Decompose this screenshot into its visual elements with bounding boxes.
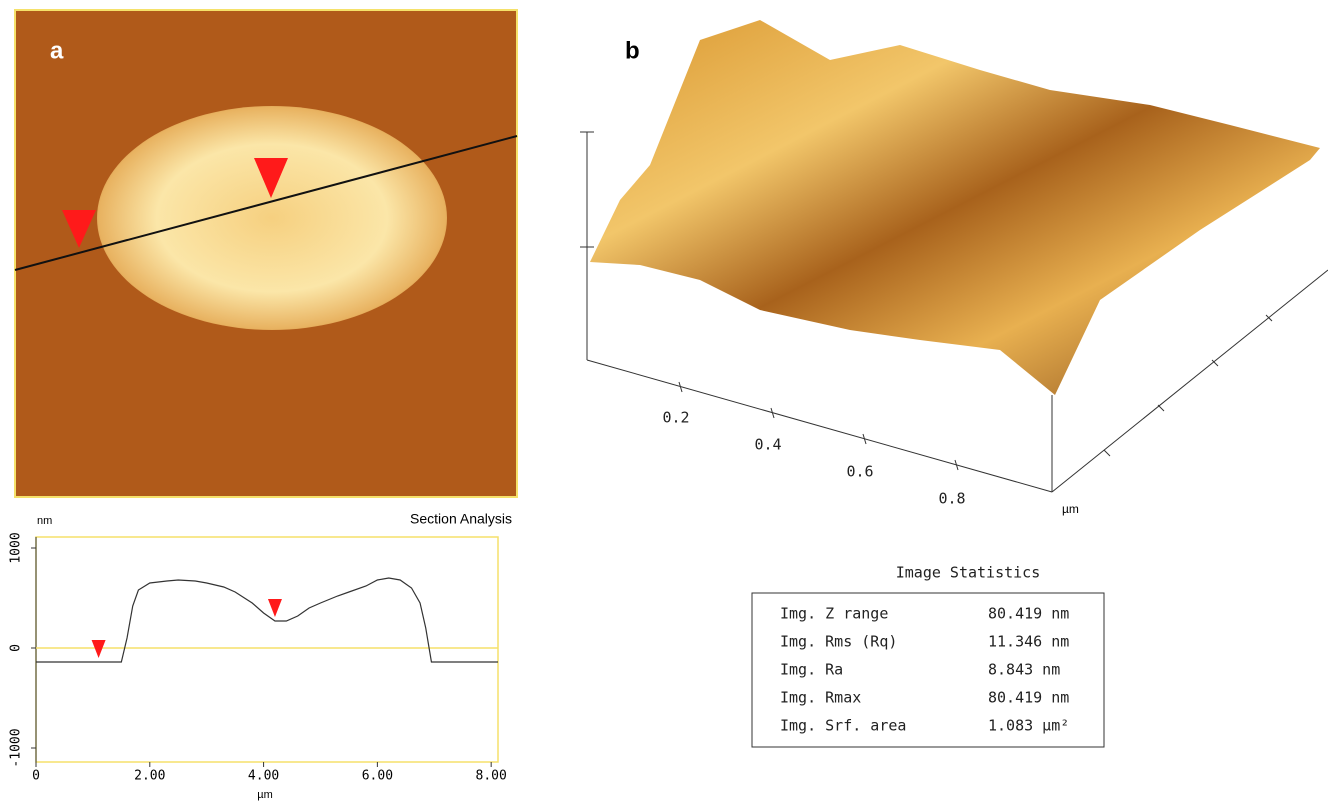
profile: 0 2.00 4.00 6.00 8.00 1000 0 -1000 xyxy=(9,532,507,783)
cursor xyxy=(91,640,106,658)
stats-box xyxy=(751,592,1105,748)
panel-label: a xyxy=(50,37,64,64)
y-tick-label: 1000 xyxy=(9,532,24,563)
axis-tick-label: 0.4 xyxy=(754,436,781,454)
x-tick-label: 4.00 xyxy=(248,769,279,784)
stat-label: Img. Srf. area xyxy=(780,717,906,735)
stat-value: 80.419 nm xyxy=(988,605,1069,623)
stat-label: Img. Rmax xyxy=(780,689,861,707)
x-tick-label: 2.00 xyxy=(134,769,165,784)
profile-line xyxy=(36,577,498,663)
x-tick-label: 6.00 xyxy=(362,769,393,784)
stats-title: Image Statistics xyxy=(896,564,1041,582)
axis-tick-label: 0.8 xyxy=(938,490,965,508)
y-unit: nm xyxy=(37,515,52,527)
stat-label: Img. Z range xyxy=(780,605,888,623)
axes-3d xyxy=(580,131,1328,493)
stat-value: 11.346 nm xyxy=(988,633,1069,651)
stat-value: 1.083 µm² xyxy=(988,717,1069,735)
cursor xyxy=(267,599,282,617)
x-axis-label: µm xyxy=(257,789,273,801)
stats-rows: Img. Z range 80.419 nm Img. Rms (Rq) 11.346… xyxy=(780,605,1069,735)
x-tick-label: 8.00 xyxy=(476,769,507,784)
plot-frame xyxy=(35,536,499,763)
x-tick-label: 0 xyxy=(32,769,40,784)
panel-label: b xyxy=(625,37,640,64)
cursor xyxy=(254,158,288,198)
section-line xyxy=(14,135,518,271)
stat-label: Img. Rms (Rq) xyxy=(780,633,897,651)
cursor xyxy=(62,210,96,248)
stat-value: 8.843 nm xyxy=(988,661,1060,679)
chart-title: Section Analysis xyxy=(410,511,512,527)
axis-tick-label: 0.6 xyxy=(846,463,873,481)
stat-label: Img. Ra xyxy=(780,661,843,679)
surface xyxy=(590,20,1320,395)
y-tick-label: -1000 xyxy=(9,728,24,767)
y-tick-label: 0 xyxy=(9,644,24,652)
axis-tick-label: 0.2 xyxy=(662,409,689,427)
cell xyxy=(97,106,447,330)
stat-value: 80.419 nm xyxy=(988,689,1069,707)
axis-unit: µm xyxy=(1062,502,1079,516)
